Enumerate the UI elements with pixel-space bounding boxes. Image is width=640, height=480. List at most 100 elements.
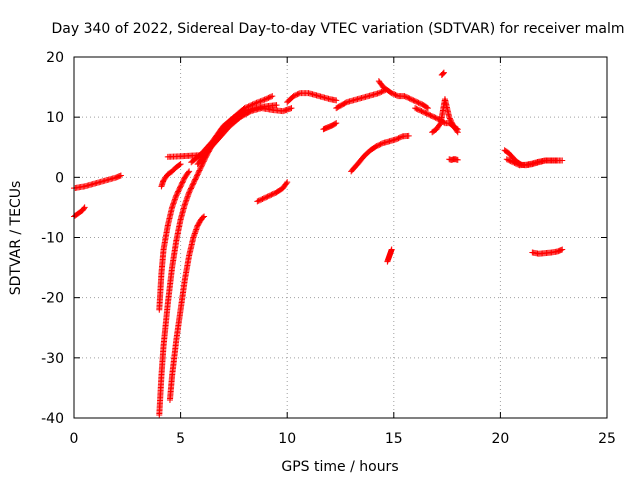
data-point: [265, 192, 272, 199]
data-point: [258, 97, 265, 104]
data-point: [173, 192, 180, 199]
data-point: [378, 88, 385, 95]
data-point: [176, 185, 183, 192]
data-point: [185, 169, 192, 176]
data-point: [260, 97, 267, 104]
data-point: [410, 97, 417, 104]
data-point: [199, 214, 206, 221]
data-point: [404, 94, 411, 101]
data-point: [270, 190, 277, 197]
data-point: [428, 112, 435, 119]
data-point: [414, 99, 421, 106]
y-axis-label: SDTVAR / TECUs: [8, 181, 24, 296]
data-point: [432, 114, 439, 121]
y-tick-label: -30: [41, 351, 64, 367]
data-point: [290, 93, 297, 100]
data-point: [448, 118, 455, 125]
data-point: [258, 196, 265, 203]
data-point: [189, 181, 196, 188]
data-point: [269, 93, 276, 100]
data-point: [418, 108, 425, 115]
series-arc-m: [333, 87, 389, 112]
data-point: [288, 105, 295, 112]
data-point: [256, 98, 263, 105]
data-point: [260, 195, 267, 202]
data-point: [333, 120, 340, 127]
data-point: [405, 94, 412, 101]
chart-title: Day 340 of 2022, Sidereal Day-to-day VTE…: [52, 21, 625, 37]
y-tick-label: 0: [55, 170, 64, 186]
data-point: [175, 188, 182, 195]
data-point: [198, 163, 205, 170]
data-point: [426, 111, 433, 118]
data-point: [291, 92, 298, 99]
data-point: [512, 160, 519, 167]
y-tick-label: 10: [46, 110, 64, 126]
data-point: [176, 161, 183, 168]
data-point: [507, 158, 514, 165]
series-arc-j: [254, 179, 291, 205]
data-point: [506, 157, 513, 164]
data-point: [447, 116, 454, 123]
y-tick-label: 20: [46, 50, 64, 66]
data-point: [396, 134, 403, 141]
data-point: [416, 100, 423, 107]
data-point: [180, 178, 187, 185]
data-point: [424, 105, 431, 112]
data-point: [454, 129, 461, 136]
data-point: [189, 182, 196, 189]
data-point: [414, 106, 421, 113]
y-tick-label: -20: [41, 291, 64, 307]
x-tick-label: 20: [491, 431, 509, 447]
data-point: [505, 156, 512, 163]
data-point: [264, 193, 271, 200]
data-point: [192, 175, 199, 182]
data-point: [427, 112, 434, 119]
data-point: [269, 191, 276, 198]
data-point: [409, 96, 416, 103]
data-point: [376, 141, 383, 148]
data-point: [377, 89, 384, 96]
data-point: [440, 69, 447, 76]
series-arc-t: [446, 156, 461, 163]
data-point: [176, 184, 183, 191]
data-point: [394, 135, 401, 142]
data-point: [332, 120, 339, 127]
data-point: [173, 191, 180, 198]
series-arc-f: [166, 213, 208, 403]
data-point: [186, 168, 193, 175]
data-point: [433, 115, 440, 122]
data-point: [178, 180, 185, 187]
data-point: [392, 91, 399, 98]
series-arc-g: [164, 152, 205, 160]
data-point: [179, 179, 186, 186]
data-point: [423, 110, 430, 117]
data-point: [446, 114, 453, 121]
data-point: [378, 140, 385, 147]
data-point: [268, 191, 275, 198]
data-point: [559, 246, 566, 253]
data-point: [257, 98, 264, 105]
data-point: [265, 94, 272, 101]
series-arc-i: [194, 105, 295, 168]
data-point: [177, 161, 184, 168]
data-point: [446, 115, 453, 122]
data-point: [191, 179, 198, 186]
data-point: [81, 204, 88, 211]
data-point: [402, 93, 409, 100]
series-arc-s: [438, 69, 447, 79]
data-point: [424, 111, 431, 118]
x-tick-label: 5: [176, 431, 185, 447]
data-point: [263, 194, 270, 201]
data-point: [174, 189, 181, 196]
data-point: [246, 108, 253, 115]
data-point: [259, 195, 266, 202]
data-point: [401, 93, 408, 100]
data-point: [254, 99, 261, 106]
data-point: [422, 109, 429, 116]
data-point: [391, 91, 398, 98]
data-point: [454, 156, 461, 163]
data-point: [187, 185, 194, 192]
data-point: [262, 96, 269, 103]
data-point: [333, 97, 340, 104]
